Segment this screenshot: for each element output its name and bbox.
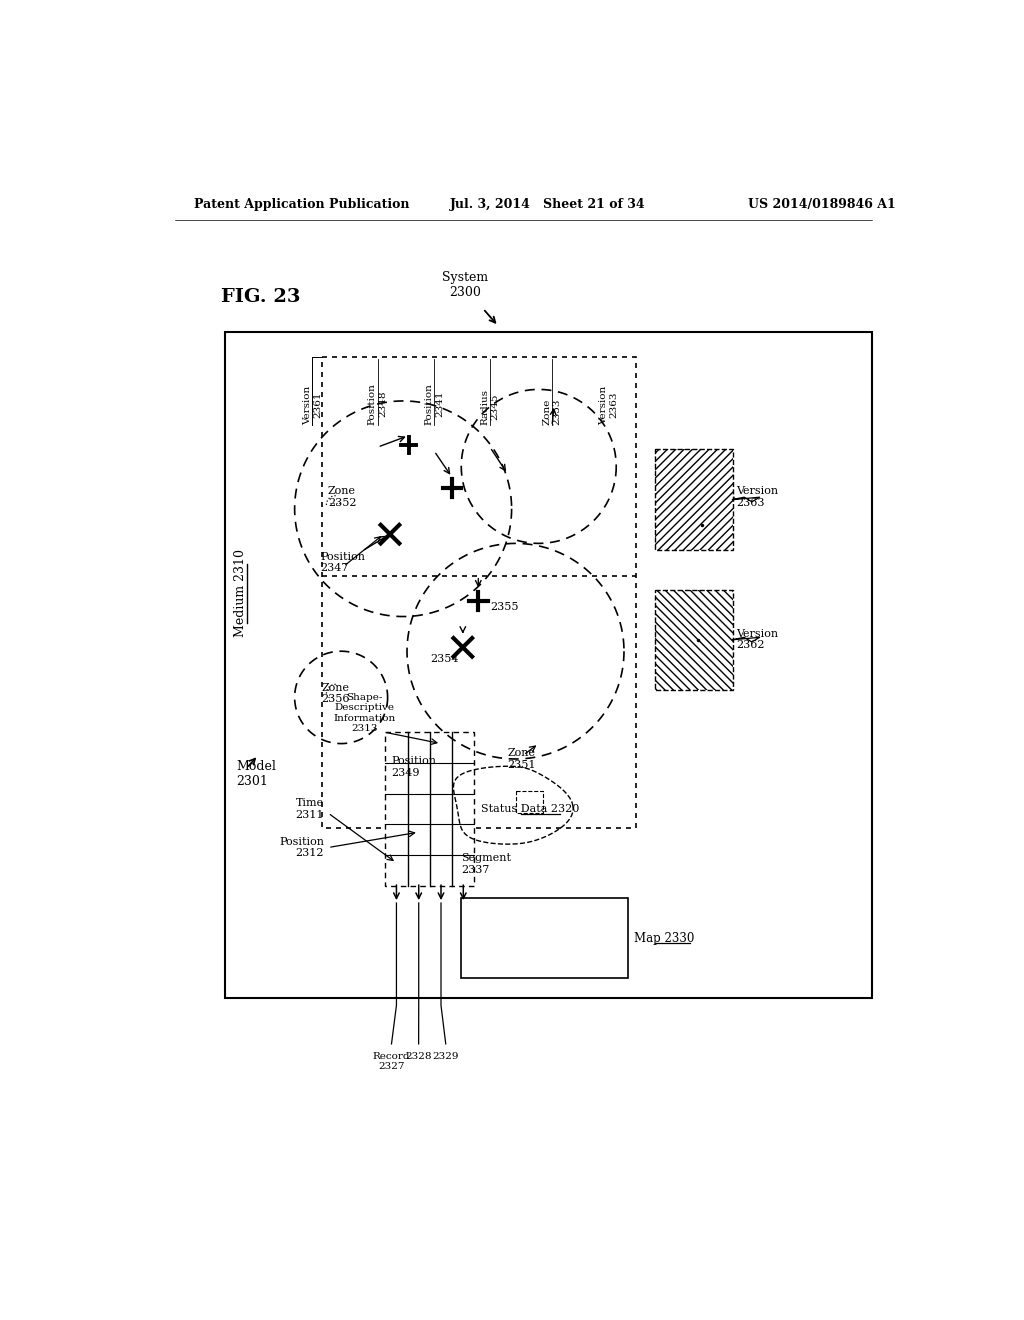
Bar (385, 733, 474, 886)
Text: 2329: 2329 (432, 1052, 459, 1060)
Text: Medium 2310: Medium 2310 (233, 549, 247, 638)
Text: FIG. 23: FIG. 23 (221, 288, 300, 306)
Text: 2355: 2355 (490, 602, 519, 611)
Bar (322, 358, 636, 829)
Text: System
2300: System 2300 (442, 272, 488, 300)
Text: Position
2341: Position 2341 (424, 383, 443, 425)
Text: Status Data 2320: Status Data 2320 (480, 804, 579, 814)
Text: Zone
2351: Zone 2351 (508, 748, 537, 770)
Text: 2354: 2354 (430, 653, 459, 664)
Text: Version
2361: Version 2361 (303, 385, 323, 425)
Text: Position
2349: Position 2349 (391, 756, 436, 777)
Text: Radius
2345: Radius 2345 (480, 389, 500, 425)
Text: Zone
2353: Zone 2353 (543, 399, 561, 425)
Bar (655, 449, 732, 549)
Text: Version
2363: Version 2363 (736, 486, 778, 508)
Text: Patent Application Publication: Patent Application Publication (194, 198, 410, 211)
Text: Shape-
Descriptive
Information
2313: Shape- Descriptive Information 2313 (333, 693, 395, 733)
Text: Version
2362: Version 2362 (736, 628, 778, 651)
Text: Version
2363: Version 2363 (599, 385, 618, 425)
Text: Record
2327: Record 2327 (373, 1052, 411, 1071)
Text: Time
2311: Time 2311 (296, 799, 324, 820)
Bar (655, 449, 732, 549)
Text: Segment
2337: Segment 2337 (461, 853, 511, 875)
Text: 2328: 2328 (406, 1052, 432, 1060)
Text: US 2014/0189846 A1: US 2014/0189846 A1 (748, 198, 896, 211)
Bar (461, 898, 628, 978)
Text: Jul. 3, 2014   Sheet 21 of 34: Jul. 3, 2014 Sheet 21 of 34 (450, 198, 645, 211)
Bar (655, 590, 732, 689)
Text: Zone
2356: Zone 2356 (322, 682, 350, 705)
Bar (515, 792, 543, 813)
Text: Position
2312: Position 2312 (280, 837, 324, 858)
Text: Zone
2352: Zone 2352 (328, 486, 356, 508)
Text: Model
2301: Model 2301 (237, 760, 276, 788)
Bar (655, 590, 732, 689)
Text: Position
2348: Position 2348 (368, 383, 387, 425)
Text: Map 2330: Map 2330 (634, 932, 694, 945)
Text: Position
2347: Position 2347 (321, 552, 366, 573)
Bar (225, 331, 872, 998)
